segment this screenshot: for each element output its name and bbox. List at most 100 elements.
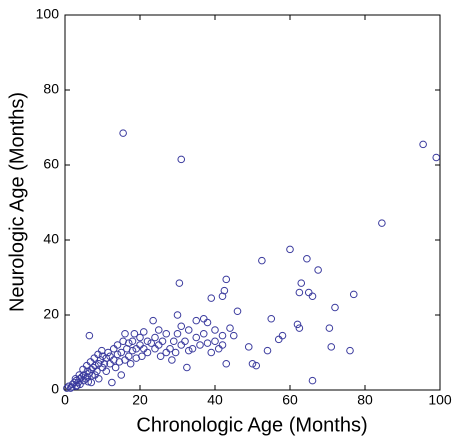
data-point	[378, 219, 386, 227]
x-tick-label: 80	[357, 392, 373, 408]
data-point	[143, 348, 152, 357]
data-point	[207, 348, 216, 357]
data-point	[327, 343, 336, 351]
data-point	[75, 371, 84, 379]
data-point	[139, 344, 148, 353]
data-point	[192, 316, 201, 325]
data-point	[128, 337, 137, 346]
data-point	[203, 339, 212, 347]
data-point	[308, 292, 317, 301]
data-point	[432, 153, 441, 162]
data-point	[192, 333, 201, 342]
y-tick-label: 20	[43, 306, 59, 322]
data-point	[124, 339, 133, 347]
x-tick-label: 0	[61, 392, 69, 408]
data-point	[130, 329, 139, 338]
data-point	[108, 378, 116, 387]
data-point	[97, 346, 106, 355]
data-point	[263, 346, 272, 355]
x-tick-label: 60	[282, 392, 298, 408]
data-point	[84, 377, 93, 386]
data-point	[218, 331, 227, 340]
data-point	[154, 341, 163, 349]
data-point	[173, 329, 182, 338]
data-point	[121, 329, 129, 338]
x-tick-label: 100	[428, 392, 452, 408]
data-point	[203, 318, 212, 327]
data-point	[233, 307, 242, 316]
data-point	[308, 376, 317, 385]
data-point	[314, 266, 322, 274]
data-point	[126, 359, 135, 368]
data-point	[149, 316, 157, 325]
data-point	[102, 367, 111, 376]
data-point	[154, 326, 163, 334]
data-point	[274, 335, 283, 344]
data-point	[331, 303, 339, 312]
data-point	[175, 279, 184, 287]
data-point	[419, 140, 427, 149]
data-point	[168, 356, 176, 364]
y-tick-label: 0	[51, 381, 59, 397]
data-point	[278, 331, 287, 340]
data-point	[184, 326, 193, 334]
data-point	[293, 320, 302, 329]
data-point	[267, 314, 276, 323]
data-point	[252, 361, 261, 370]
data-point	[349, 290, 358, 299]
data-point	[117, 371, 126, 379]
data-point	[83, 373, 92, 381]
y-tick-label: 100	[36, 6, 60, 22]
data-point	[169, 337, 178, 346]
data-point	[156, 352, 165, 361]
x-axis-label: Chronologic Age (Months)	[136, 414, 367, 436]
data-point	[93, 367, 101, 376]
data-point	[181, 337, 189, 346]
data-point	[138, 352, 146, 361]
data-point	[211, 326, 219, 334]
data-point	[173, 311, 182, 319]
data-point	[113, 350, 122, 359]
data-point	[258, 256, 266, 265]
data-point	[94, 374, 103, 383]
data-point	[325, 324, 334, 332]
data-point	[218, 292, 227, 301]
data-point	[63, 384, 71, 392]
x-tick-label: 20	[132, 392, 148, 408]
data-point	[207, 294, 216, 302]
y-tick-label: 80	[43, 81, 59, 97]
data-point	[98, 352, 107, 361]
y-tick-label: 60	[43, 156, 59, 172]
data-point	[158, 337, 167, 346]
data-point	[196, 341, 204, 349]
data-point	[72, 382, 81, 391]
data-point	[177, 322, 186, 331]
data-point	[136, 333, 144, 342]
data-point	[166, 344, 174, 353]
data-point	[248, 359, 257, 368]
data-point	[229, 331, 238, 340]
data-point	[188, 344, 197, 353]
data-point	[199, 329, 208, 338]
data-point	[162, 348, 171, 357]
data-point	[214, 344, 223, 353]
plot-frame	[64, 14, 441, 391]
data-point	[83, 367, 92, 376]
data-point	[113, 341, 122, 349]
x-tick-label: 40	[207, 392, 223, 408]
data-point	[211, 337, 219, 346]
data-point	[147, 339, 156, 347]
data-point	[64, 382, 73, 391]
y-axis-label: Neurologic Age (Months)	[6, 92, 28, 312]
data-point	[177, 341, 186, 349]
y-tick-label: 40	[43, 231, 59, 247]
data-point	[143, 337, 152, 346]
data-point	[244, 343, 253, 351]
data-point	[304, 288, 313, 297]
data-point	[199, 314, 208, 323]
data-point	[136, 341, 144, 349]
data-point	[124, 352, 133, 361]
data-point	[222, 275, 231, 284]
data-point	[297, 279, 306, 287]
